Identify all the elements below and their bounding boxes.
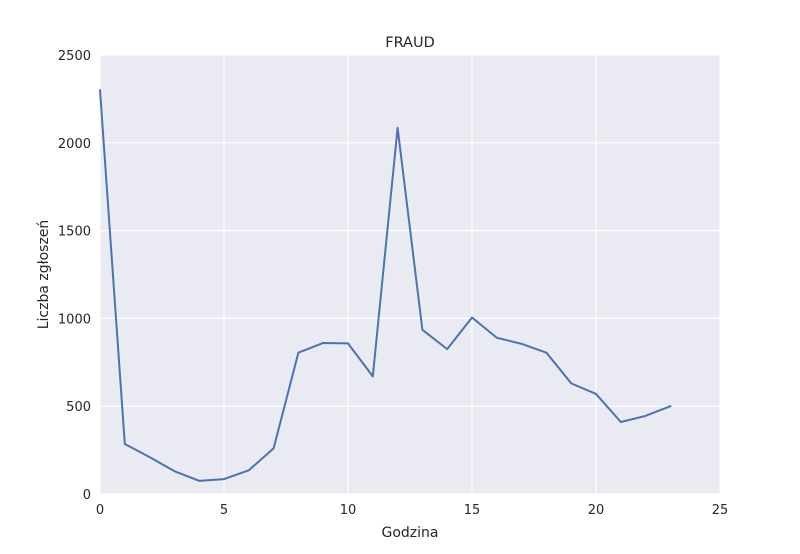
y-axis-label: Liczba zgłoszeń (36, 220, 52, 330)
y-tick-label: 2500 (58, 49, 91, 64)
y-tick-label: 2000 (58, 137, 91, 152)
plot-background (100, 55, 720, 494)
x-tick-label: 5 (220, 503, 228, 518)
y-tick-label: 500 (66, 400, 91, 415)
grid-lines (99, 54, 721, 495)
series-line (99, 89, 672, 482)
y-tick-label: 1500 (58, 225, 91, 240)
series-layer (99, 89, 672, 482)
x-tick-label: 15 (464, 503, 481, 518)
y-tick-label: 0 (83, 488, 91, 503)
chart-title: FRAUD (385, 35, 435, 51)
x-axis-label: Godzina (382, 525, 439, 541)
x-tick-label: 0 (96, 503, 104, 518)
tick-labels: 0 5 10 15 20 25 0 500 1000 1500 2000 2500 (58, 49, 728, 518)
x-tick-label: 10 (340, 503, 357, 518)
x-tick-label: 25 (712, 503, 729, 518)
x-tick-label: 20 (588, 503, 605, 518)
y-tick-label: 1000 (58, 312, 91, 327)
